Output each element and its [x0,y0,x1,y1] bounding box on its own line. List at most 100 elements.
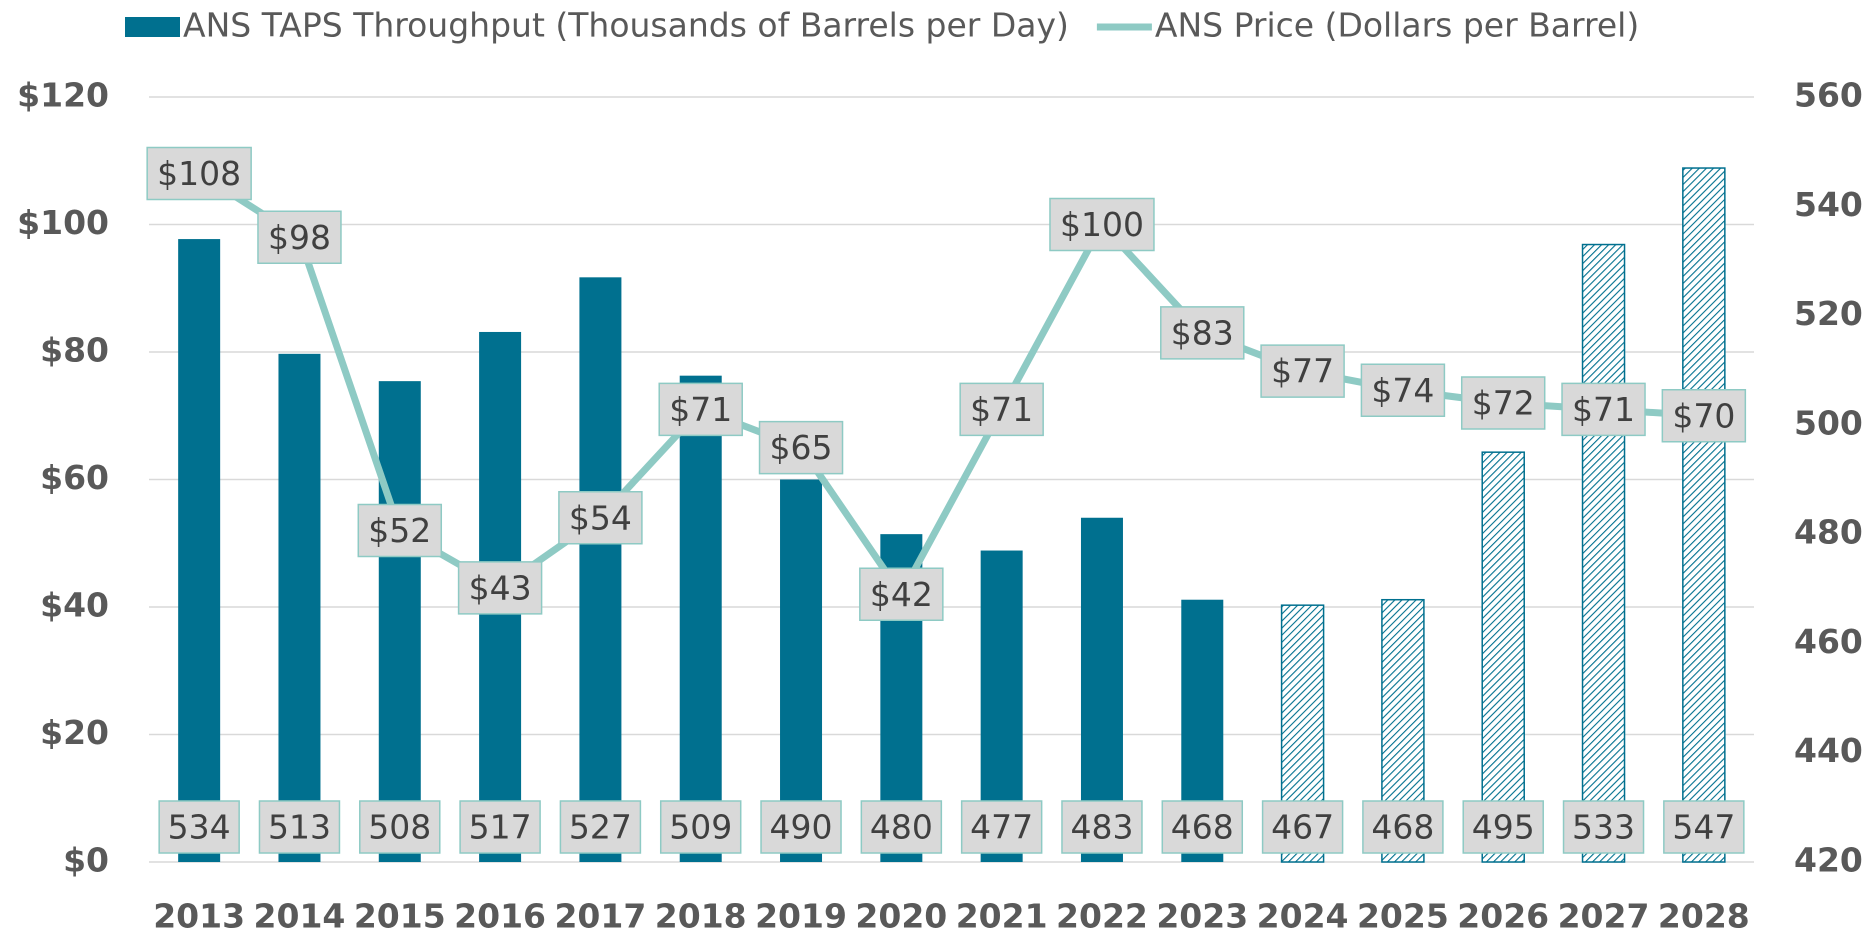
price-label-box [1360,363,1446,417]
x-tick-label: 2021 [956,897,1048,936]
y2-tick-label: 560 [1794,76,1863,115]
x-tick-label: 2016 [454,897,546,936]
bar-label-box [659,800,742,854]
y2-tick-label: 520 [1794,294,1863,333]
y2-tick-label: 540 [1794,185,1863,224]
bar-label-box [760,800,842,854]
bar-label-box [1161,800,1244,854]
bar-label: 547 [1672,808,1735,847]
price-label-box [457,561,543,615]
x-tick-label: 2015 [354,897,446,936]
price-label-box [357,503,443,558]
bar [1481,451,1525,863]
y-tick-label: $120 [17,76,109,115]
price-label: $71 [669,390,732,429]
bar [278,353,321,862]
price-label-box [859,567,944,621]
y2-tick-label: 460 [1794,622,1863,661]
price-label-box [1561,382,1646,437]
bar-label-box [1061,800,1143,854]
bar-label-box [158,800,240,854]
price-label: $83 [1171,313,1234,352]
price-label: $52 [368,511,431,550]
legend-swatch [125,17,180,37]
y2-tick-label: 500 [1794,403,1863,442]
price-label-box [1460,376,1546,430]
y-tick-label: $0 [63,841,109,880]
y2-tick-label: 420 [1794,841,1863,880]
bar-label-box [1261,800,1344,854]
price-label: $108 [157,154,241,193]
price-label: $65 [770,428,833,467]
price-label: $98 [268,218,331,257]
price-label: $72 [1472,384,1535,423]
price-label-box [758,420,844,475]
y-tick-label: $40 [40,586,109,625]
price-label-box [1049,197,1155,252]
price-label: $71 [970,390,1033,429]
bar [1581,243,1626,863]
x-tick-label: 2023 [1156,897,1248,936]
bar-label: 508 [368,808,431,847]
x-tick-label: 2026 [1457,897,1549,936]
bar-label: 533 [1572,808,1635,847]
bar [579,277,622,863]
bar-label: 468 [1371,808,1434,847]
price-label: $74 [1371,371,1434,410]
legend-label: ANS Price (Dollars per Barrel) [1155,6,1639,45]
x-tick-label: 2013 [153,897,245,936]
price-label: $71 [1572,390,1635,429]
x-tick-label: 2027 [1558,897,1650,936]
price-label-box [257,210,342,264]
price-label: $70 [1672,396,1735,435]
bar [178,239,221,863]
bar-label: 483 [1070,808,1133,847]
bar-label: 477 [970,808,1033,847]
bar-label-box [359,800,441,854]
bar-label: 468 [1171,808,1234,847]
x-tick-label: 2018 [655,897,747,936]
bar-label-box [860,800,943,854]
x-tick-label: 2024 [1257,897,1349,936]
bar [679,375,722,862]
price-label: $77 [1271,352,1334,391]
price-label: $100 [1060,205,1144,244]
price-label-box [658,382,743,437]
x-tick-label: 2017 [554,897,646,936]
bar-label-box [1562,800,1645,854]
y-tick-label: $100 [17,203,109,242]
bar-label-box [960,800,1043,854]
price-label: $43 [469,568,532,607]
y2-tick-label: 440 [1794,731,1863,770]
price-label: $42 [870,575,933,614]
bar-label: 527 [569,808,632,847]
y-tick-label: $20 [40,713,109,752]
bar [378,381,421,862]
x-tick-label: 2019 [755,897,847,936]
price-label-box [1260,344,1345,398]
bar-label: 517 [469,808,532,847]
bar-label: 490 [770,808,833,847]
bar-label-box [1462,800,1544,854]
bar-label: 495 [1472,808,1535,847]
x-tick-label: 2014 [254,897,346,936]
price-label-box [1160,306,1245,360]
y-tick-label: $60 [40,458,109,497]
price-label-box [146,146,252,201]
x-tick-label: 2028 [1658,897,1750,936]
y-tick-label: $80 [40,331,109,370]
bar-label: 509 [669,808,732,847]
price-label-box [558,491,643,545]
bar-label: 480 [870,808,933,847]
x-tick-label: 2022 [1056,897,1148,936]
bar [1682,167,1726,863]
bar-label-box [1362,800,1444,854]
bar-label-box [459,800,541,854]
bar-label: 513 [268,808,331,847]
bar-label-box [1663,800,1745,854]
bar [780,479,823,862]
price-label-box [959,382,1044,437]
bar-label-box [559,800,642,854]
bar-label-box [258,800,341,854]
